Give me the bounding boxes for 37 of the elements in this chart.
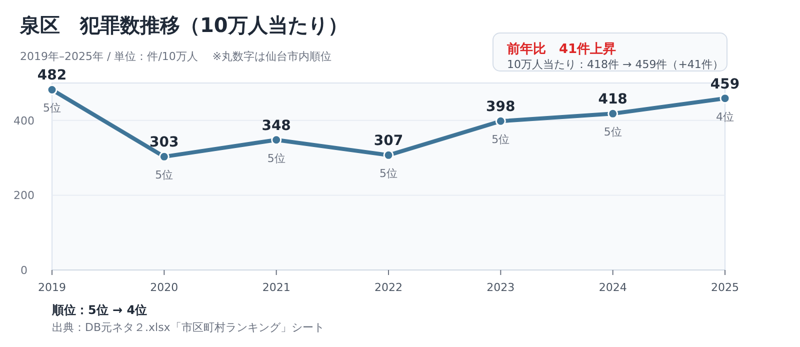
y-tick-label: 200 [14,189,34,202]
y-tick-label: 0 [20,264,28,277]
point [495,116,506,126]
annotation: 5位 [492,133,510,146]
data-label: 398 [486,99,516,116]
data-label: 459 [710,76,740,92]
annotation: 4位 [716,110,734,124]
x-tick-label: 2022 [374,281,402,294]
point [158,151,170,162]
data-label: 418 [598,92,628,108]
annotation: 5位 [43,102,61,115]
x-tick-label: 2019 [38,281,66,294]
y-tick-label: 400 [14,114,34,128]
point [271,134,282,146]
x-tick-label: 2023 [486,281,515,294]
point [46,84,58,95]
annotation: 5位 [155,168,174,182]
data-label: 303 [150,134,179,151]
x-tick-label: 2021 [262,281,290,294]
text: 前年比 41件上昇 [506,42,616,57]
text: 10万人当たり：418件 → 459件（+41件） [507,58,724,71]
annotation: 5位 [604,126,622,139]
x-tick-label: 2025 [711,281,739,294]
annotation: 5位 [267,152,286,165]
data-label: 482 [37,68,67,84]
data-label: 307 [374,133,404,150]
point [720,93,730,104]
chart-title: 泉区 犯罪数推移（10万人当たり） [19,13,348,37]
annotation: 5位 [380,167,398,180]
x-tick-label: 2020 [150,281,178,294]
point [608,108,618,119]
text: 順位：5位 → 4位 [51,303,148,317]
chart-subtitle: 2019年–2025年 / 単位：件/10万人 ※丸数字は仙台市内順位 [20,50,332,63]
source-note: 出典：DB元ネタ２.xlsx「市区町村ランキング」シート [52,321,324,334]
x-tick-label: 2024 [598,281,627,294]
point [383,150,394,160]
data-label: 348 [262,118,291,134]
